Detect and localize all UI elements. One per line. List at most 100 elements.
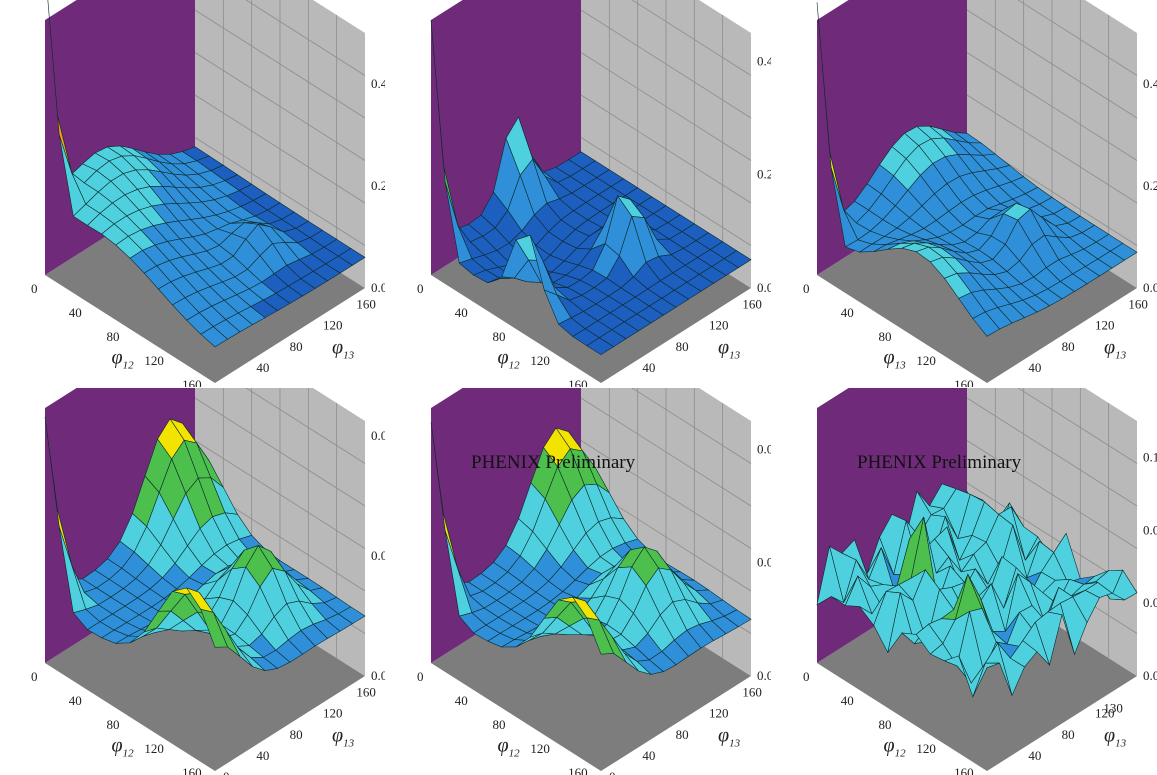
z-tick-label: 0.4 — [757, 53, 771, 68]
y-tick-label: 40 — [642, 748, 655, 763]
z-tick-label: 0.00 — [1143, 668, 1157, 683]
wall-gridline — [1017, 388, 1138, 464]
y-tick-label: 120 — [709, 706, 729, 721]
x-tick-label: 80 — [879, 717, 892, 732]
x-tick-label: 40 — [455, 305, 468, 320]
x-tick-label: 40 — [69, 693, 82, 708]
y-tick-label: 120 — [1095, 318, 1115, 333]
chart-annotation: PHENIX Preliminary — [471, 452, 636, 473]
surface-plot: 0.0 0.2 0.4 0 40 80 120 160 40 80 120 160 φ12 φ13 — [417, 0, 771, 387]
wall-gridline — [1017, 0, 1138, 76]
y-tick-label: 40 — [1028, 360, 1041, 375]
surface-cell — [586, 617, 614, 655]
y-tick-label: 120 — [709, 318, 729, 333]
x-axis-label: φ12 — [884, 735, 907, 760]
y-axis-label: φ13 — [718, 725, 741, 750]
x-tick-label: 160 — [568, 377, 588, 387]
x-tick-label: 160 — [954, 765, 974, 775]
x-tick-label: 40 — [841, 305, 854, 320]
y-tick-label: 0 — [223, 769, 230, 775]
surface-cell — [586, 337, 615, 356]
chart-panel-4: 0.00 0.04 0.08 0 40 80 120 160 0 40 80 120 160 φ12 φ13 — [0, 388, 385, 775]
x-axis-label: φ12 — [112, 735, 135, 760]
x-tick-label: 120 — [916, 741, 936, 756]
y-tick-label: 80 — [290, 339, 303, 354]
z-tick-label: 0.0 — [757, 280, 771, 295]
y-tick-label: 40 — [1028, 748, 1041, 763]
x-tick-label: 120 — [916, 353, 936, 368]
wall-gridline — [245, 388, 366, 464]
x-axis-label: φ12 — [112, 347, 135, 372]
z-tick-label: 0.2 — [1143, 178, 1157, 193]
z-tick-label: 0.04 — [371, 548, 385, 563]
y-axis-label: φ13 — [332, 725, 355, 750]
wall-gridline — [631, 0, 752, 76]
wall-gridline — [245, 0, 366, 76]
y-tick-label: 80 — [1062, 339, 1075, 354]
surface-cell — [200, 326, 229, 348]
x-tick-label: 80 — [107, 329, 120, 344]
x-tick-label: 160 — [182, 377, 202, 387]
y-axis-label: φ13 — [1104, 725, 1127, 750]
x-tick-label: 0 — [31, 669, 38, 684]
x-tick-label: 120 — [144, 741, 164, 756]
chart-annotation: PHENIX Preliminary — [857, 452, 1022, 473]
z-tick-label: 0.08 — [371, 428, 385, 443]
surface-cell — [972, 311, 1000, 337]
x-axis-label: φ13 — [884, 347, 907, 372]
y-tick-label: 80 — [676, 339, 689, 354]
x-tick-label: 160 — [182, 765, 202, 775]
y-tick-label: 0 — [609, 769, 616, 775]
z-tick-label: 0.4 — [371, 76, 385, 91]
y-tick-label: 120 — [1095, 706, 1115, 721]
surface-cell — [972, 662, 1000, 698]
x-tick-label: 160 — [568, 765, 588, 775]
y-tick-label: 130 — [1103, 700, 1123, 715]
x-tick-label: 80 — [493, 329, 506, 344]
y-axis-label: φ13 — [1104, 337, 1127, 362]
x-tick-label: 0 — [803, 669, 810, 684]
y-tick-label: 160 — [1128, 297, 1148, 312]
x-tick-label: 0 — [803, 281, 810, 296]
z-tick-label: 0.00 — [371, 668, 385, 683]
x-axis-label: φ12 — [498, 347, 521, 372]
y-axis-label: φ13 — [332, 337, 355, 362]
x-tick-label: 40 — [455, 693, 468, 708]
surface-plot: 0.000.040.080.12040801201604080120130φ12… — [803, 388, 1157, 775]
x-axis-label: φ12 — [498, 735, 521, 760]
surface-plot: 0.00 0.04 0.08 0 40 80 120 160 0 40 80 120 160 φ12 φ13 — [31, 388, 385, 775]
x-tick-label: 120 — [144, 353, 164, 368]
y-axis-label: φ13 — [718, 337, 741, 362]
y-tick-label: 80 — [290, 727, 303, 742]
z-tick-label: 0.04 — [1143, 595, 1157, 610]
chart-panel-3: 0.0 0.2 0.4 0 40 80 120 160 40 80 120 160 φ13 φ13 — [772, 0, 1157, 387]
chart-panel-6: 0.000.040.080.12040801201604080120130φ12… — [772, 388, 1157, 775]
y-tick-label: 120 — [323, 318, 343, 333]
z-tick-label: 0.00 — [757, 668, 771, 683]
chart-panel-2: 0.0 0.2 0.4 0 40 80 120 160 40 80 120 160 φ12 φ13 — [386, 0, 771, 387]
chart-panel-1: 0.0 0.2 0.4 0 40 80 120 160 40 80 120 160 φ12 φ13 — [0, 0, 385, 387]
surface-plot: 0.0 0.2 0.4 0 40 80 120 160 40 80 120 160 φ13 φ13 — [803, 0, 1157, 387]
x-tick-label: 160 — [954, 377, 974, 387]
z-tick-label: 0.08 — [1143, 522, 1157, 537]
z-tick-label: 0.4 — [1143, 76, 1157, 91]
y-tick-label: 40 — [642, 360, 655, 375]
z-tick-label: 0.2 — [757, 167, 771, 182]
surface-plot: 0.00 0.04 0.08 0 40 80 120 160 0 40 80 120 160 φ12 φ13… — [417, 388, 771, 775]
chart-panel-5: 0.00 0.04 0.08 0 40 80 120 160 0 40 80 120 160 φ12 φ13… — [386, 388, 771, 775]
z-tick-label: 0.12 — [1143, 449, 1157, 464]
wall-gridline — [631, 388, 752, 464]
surface-cell — [200, 608, 228, 648]
z-tick-label: 0.08 — [757, 441, 771, 456]
y-tick-label: 40 — [256, 360, 269, 375]
y-tick-label: 80 — [1062, 727, 1075, 742]
x-tick-label: 40 — [69, 305, 82, 320]
x-tick-label: 0 — [417, 281, 424, 296]
x-tick-label: 120 — [530, 741, 550, 756]
z-tick-label: 0.0 — [371, 280, 385, 295]
y-tick-label: 80 — [676, 727, 689, 742]
x-tick-label: 40 — [841, 693, 854, 708]
x-tick-label: 120 — [530, 353, 550, 368]
z-tick-label: 0.04 — [757, 555, 771, 570]
z-tick-label: 0.2 — [371, 178, 385, 193]
